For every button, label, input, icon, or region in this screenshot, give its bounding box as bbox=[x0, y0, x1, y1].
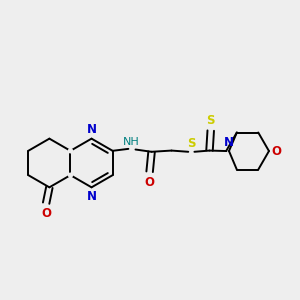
Circle shape bbox=[68, 173, 72, 177]
Text: N: N bbox=[224, 136, 234, 149]
Text: O: O bbox=[145, 176, 154, 189]
Text: S: S bbox=[187, 137, 195, 150]
Text: O: O bbox=[272, 145, 282, 158]
Text: O: O bbox=[41, 207, 51, 220]
Text: NH: NH bbox=[123, 137, 140, 147]
Text: S: S bbox=[206, 114, 215, 127]
Text: N: N bbox=[86, 190, 97, 203]
Circle shape bbox=[68, 149, 72, 153]
Text: N: N bbox=[86, 123, 97, 136]
